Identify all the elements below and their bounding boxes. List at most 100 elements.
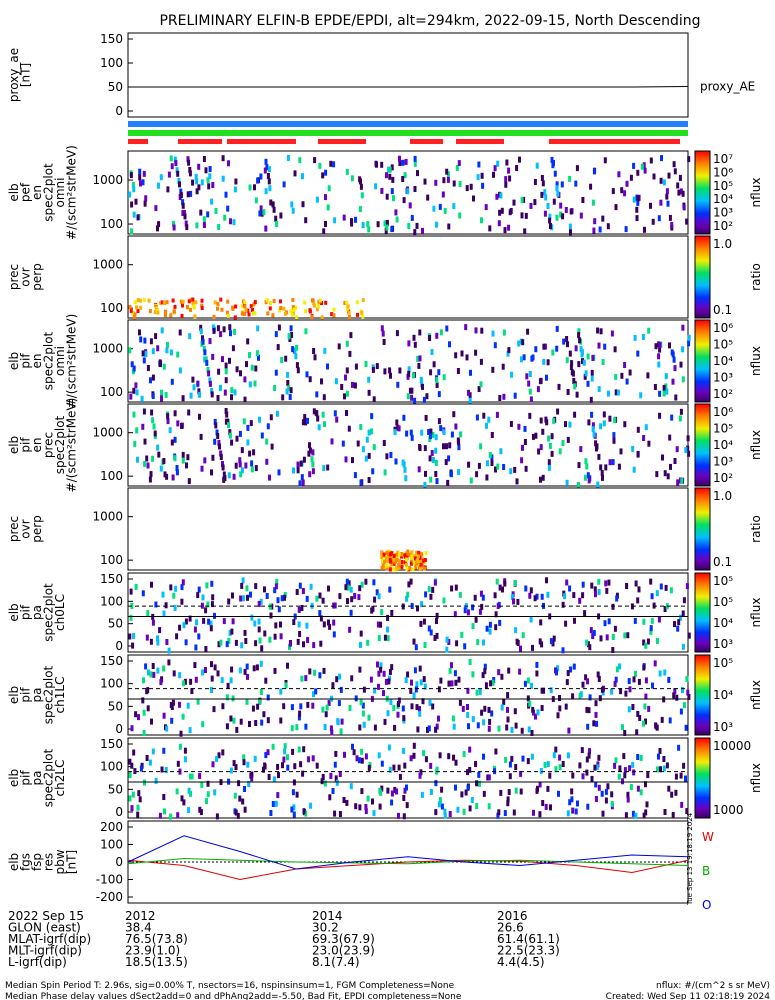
- spectrogram-pixel: [429, 428, 433, 435]
- spectrogram-pixel: [550, 433, 554, 440]
- spectrogram-pixel: [412, 638, 416, 645]
- spectrogram-pixel: [200, 602, 204, 609]
- spectrogram-pixel: [229, 330, 232, 337]
- spectrogram-pixel: [667, 172, 671, 179]
- spectrogram-pixel: [367, 376, 371, 383]
- spectrogram-pixel: [173, 436, 177, 443]
- spectrogram-pixel: [668, 214, 672, 221]
- spectrogram-pixel: [206, 601, 210, 608]
- spectrogram-pixel: [403, 762, 407, 769]
- spectrogram-pixel: [345, 390, 349, 397]
- spectrogram-pixel: [312, 408, 316, 415]
- spectrogram-pixel: [292, 811, 296, 818]
- spectrogram-pixel: [467, 723, 470, 730]
- spectrogram-pixel: [388, 367, 392, 374]
- spectrogram-pixel: [589, 627, 593, 634]
- spectrogram-pixel: [536, 386, 540, 393]
- spectrogram-pixel: [454, 759, 458, 766]
- spectrogram-pixel: [165, 639, 169, 645]
- spectrogram-pixel: [624, 812, 628, 819]
- status-bar-red-segment: [318, 139, 366, 144]
- spectrogram-pixel: [380, 325, 384, 332]
- spectrogram-pixel: [187, 478, 191, 485]
- spectrogram-pixel: [601, 359, 605, 365]
- spectrogram-pixel: [515, 165, 519, 171]
- spectrogram-pixel: [491, 366, 495, 373]
- spectrogram-pixel: [647, 327, 651, 334]
- spectrogram-pixel: [394, 209, 398, 216]
- spectrogram-pixel: [273, 385, 277, 391]
- colorbar-title: ratio: [749, 263, 763, 291]
- colorbar-label: 10⁵: [713, 656, 733, 670]
- spectrogram-pixel: [323, 780, 327, 787]
- spectrogram-pixel: [404, 158, 408, 165]
- spectrogram-pixel: [615, 595, 619, 602]
- spectrogram-pixel: [529, 202, 533, 209]
- spectrogram-pixel: [345, 367, 349, 374]
- spectrogram-pixel: [318, 298, 322, 303]
- spectrogram-pixel: [273, 587, 277, 594]
- spectrogram-pixel: [391, 176, 395, 183]
- spectrogram-pixel: [230, 666, 234, 673]
- spectrogram-pixel: [347, 315, 351, 319]
- spectrogram-pixel: [487, 725, 491, 732]
- spectrogram-pixel: [681, 610, 685, 617]
- spectrogram-pixel: [555, 185, 559, 192]
- spectrogram-pixel: [149, 471, 153, 478]
- spectrogram-pixel: [419, 769, 423, 776]
- spectrogram-pixel: [268, 306, 272, 311]
- spectrogram-pixel: [167, 647, 171, 654]
- spectrogram-pixel: [599, 423, 603, 430]
- spectrogram-pixel: [468, 397, 472, 404]
- spectrogram-pixel: [285, 388, 289, 395]
- spectrogram-pixel: [320, 378, 323, 385]
- panel-6: 150100500elbpifpaspec2plotch0LC10⁵10⁵10⁴…: [7, 572, 763, 654]
- panel-frame: [127, 235, 689, 319]
- spectrogram-pixel: [646, 772, 650, 779]
- spectrogram-pixel: [237, 780, 241, 787]
- spectrogram-pixel: [290, 201, 294, 208]
- spectrogram-pixel: [306, 637, 310, 643]
- spectrogram-pixel: [385, 566, 389, 571]
- spectrogram-pixel: [434, 447, 438, 454]
- colorbar: [694, 403, 711, 487]
- spectrogram-pixel: [657, 361, 661, 368]
- spectrogram-pixel: [636, 426, 640, 433]
- spectrogram-pixel: [450, 431, 454, 438]
- spectrogram-pixel: [332, 307, 336, 312]
- spectrogram-pixel: [149, 638, 153, 645]
- spectrogram-pixel: [517, 340, 521, 347]
- spectrogram-pixel: [561, 761, 565, 767]
- spectrogram-pixel: [318, 610, 322, 617]
- spectrogram-pixel: [390, 188, 394, 195]
- spectrogram-pixel: [348, 626, 352, 633]
- spectrogram-pixel: [271, 201, 275, 208]
- y-axis-label: elb: [7, 183, 21, 201]
- spectrogram-pixel: [217, 641, 221, 648]
- spectrogram-pixel: [145, 455, 149, 462]
- spectrogram-pixel: [541, 474, 545, 481]
- panel-3: 1000100elbpifenspec2plotomni#/(scm²strMe…: [7, 314, 763, 409]
- spectrogram-pixel: [265, 593, 269, 599]
- spectrogram-pixel: [390, 664, 394, 671]
- spectrogram-pixel: [631, 761, 635, 768]
- spectrogram-pixel: [386, 710, 390, 717]
- spectrogram-pixel: [277, 324, 281, 331]
- spectrogram-pixel: [447, 753, 451, 760]
- spectrogram-pixel: [580, 351, 584, 358]
- spectrogram-pixel: [204, 646, 208, 652]
- spectrogram-pixel: [299, 460, 303, 467]
- spectrogram-pixel: [552, 635, 556, 642]
- spectrogram-pixel: [631, 445, 635, 452]
- spectrogram-pixel: [493, 165, 497, 172]
- spectrogram-pixel: [296, 467, 300, 474]
- spectrogram-pixel: [499, 192, 503, 199]
- spectrogram-pixel: [173, 304, 177, 309]
- spectrogram-pixel: [507, 667, 511, 674]
- spectrogram-pixel: [528, 371, 532, 377]
- spectrogram-pixel: [136, 804, 140, 811]
- y-tick-label: 100: [100, 217, 123, 231]
- spectrogram-pixel: [311, 468, 315, 475]
